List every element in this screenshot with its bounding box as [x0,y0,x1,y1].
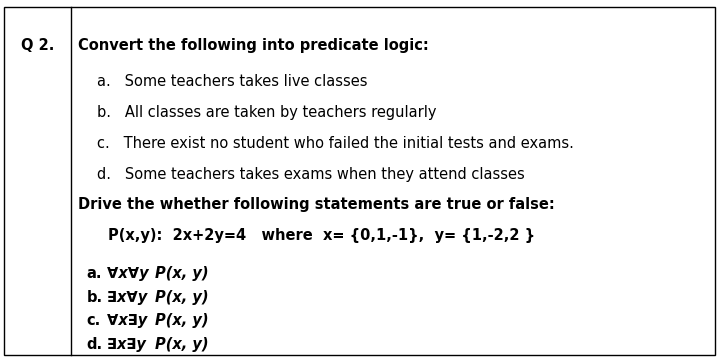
Text: b.   All classes are taken by teachers regularly: b. All classes are taken by teachers reg… [97,105,437,120]
Text: P(x,y):  2x+2y=4   where  x= {0,1,-1},  y= {1,-2,2 }: P(x,y): 2x+2y=4 where x= {0,1,-1}, y= {1… [108,228,535,243]
Text: Q 2.: Q 2. [21,38,54,53]
Text: P(x, y): P(x, y) [155,266,208,281]
Text: Convert the following into predicate logic:: Convert the following into predicate log… [78,38,428,53]
Text: ∀x∀y: ∀x∀y [107,266,153,281]
Text: ∃x∃y: ∃x∃y [107,337,150,352]
Text: a.: a. [86,266,102,281]
Text: P(x, y): P(x, y) [155,337,208,352]
Text: Drive the whether following statements are true or false:: Drive the whether following statements a… [78,197,554,212]
Text: d.   Some teachers takes exams when they attend classes: d. Some teachers takes exams when they a… [97,167,525,181]
Text: c.   There exist no student who failed the initial tests and exams.: c. There exist no student who failed the… [97,136,574,151]
Text: P(x, y): P(x, y) [155,290,208,304]
Text: P(x, y): P(x, y) [155,313,208,328]
Text: c.: c. [86,313,101,328]
Text: d.: d. [86,337,102,352]
Text: a.   Some teachers takes live classes: a. Some teachers takes live classes [97,74,368,89]
Text: ∃x∀y: ∃x∀y [107,290,152,304]
Text: b.: b. [86,290,102,304]
Text: ∀x∃y: ∀x∃y [107,313,152,328]
